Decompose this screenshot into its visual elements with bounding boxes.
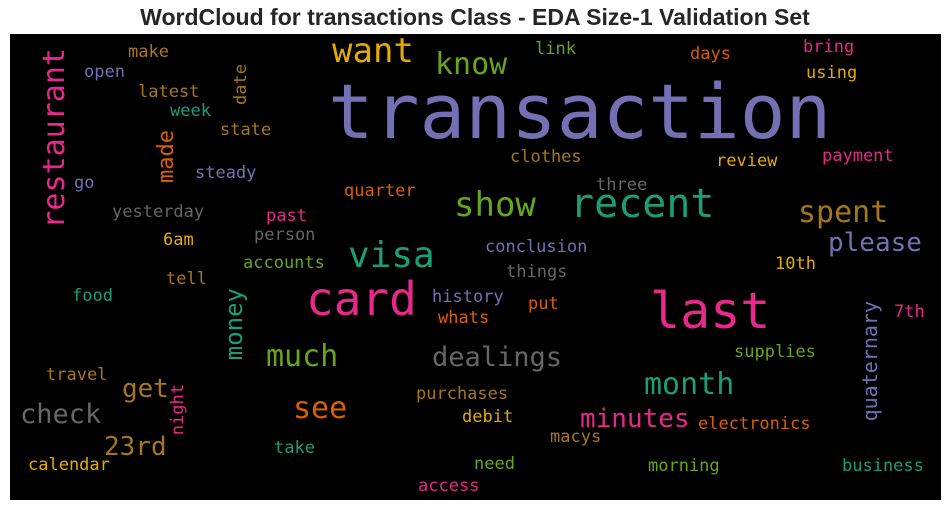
word-steady: steady xyxy=(195,163,257,183)
word-show: show xyxy=(454,185,536,225)
word-person: person xyxy=(254,225,316,245)
word-purchases: purchases xyxy=(416,384,509,404)
word-transaction: transaction xyxy=(328,67,832,156)
word-debit: debit xyxy=(462,407,514,427)
word-date: date xyxy=(231,64,251,105)
word-last: last xyxy=(650,282,771,340)
word-check: check xyxy=(20,399,102,430)
word-night: night xyxy=(168,384,188,436)
word-macys: macys xyxy=(550,427,602,447)
word-three: three xyxy=(596,175,648,195)
word-please: please xyxy=(828,228,922,258)
word-travel: travel xyxy=(46,365,108,385)
word-dealings: dealings xyxy=(432,342,563,373)
word-clothes: clothes xyxy=(510,147,582,167)
word-know: know xyxy=(435,47,508,82)
word-put: put xyxy=(528,294,559,314)
word-need: need xyxy=(474,454,515,474)
word-calendar: calendar xyxy=(28,455,110,475)
word-bring: bring xyxy=(803,37,855,57)
word-get: get xyxy=(122,374,169,404)
word-visa: visa xyxy=(348,235,435,276)
word-yesterday: yesterday xyxy=(112,202,205,222)
word-history: history xyxy=(432,287,504,307)
word-week: week xyxy=(170,101,211,121)
word-10th: 10th xyxy=(775,254,816,274)
word-restaurant: restaurant xyxy=(37,48,72,229)
word-whats: whats xyxy=(438,308,490,328)
word-morning: morning xyxy=(648,456,720,476)
word-accounts: accounts xyxy=(243,253,325,273)
word-tell: tell xyxy=(166,269,207,289)
word-money: money xyxy=(220,288,248,361)
word-food: food xyxy=(72,286,113,306)
word-payment: payment xyxy=(822,146,894,166)
word-electronics: electronics xyxy=(698,414,811,434)
word-made: made xyxy=(154,130,179,183)
word-recent: recent xyxy=(570,181,715,227)
word-minutes: minutes xyxy=(580,404,690,434)
word-card: card xyxy=(306,272,417,326)
word-month: month xyxy=(644,367,735,402)
word-business: business xyxy=(842,456,924,476)
word-latest: latest xyxy=(138,82,200,102)
word-take: take xyxy=(274,438,315,458)
word-link: link xyxy=(535,39,576,59)
chart-title: WordCloud for transactions Class - EDA S… xyxy=(140,4,810,30)
word-conclusion: conclusion xyxy=(485,237,588,257)
word-supplies: supplies xyxy=(734,342,816,362)
word-see: see xyxy=(293,391,348,426)
word-much: much xyxy=(266,339,339,374)
word-go: go xyxy=(74,173,95,193)
word-open: open xyxy=(84,62,125,82)
word-quaternary: quaternary xyxy=(858,301,882,422)
word-quarter: quarter xyxy=(344,181,416,201)
word-using: using xyxy=(806,63,858,83)
word-past: past xyxy=(266,206,307,226)
word-access: access xyxy=(418,476,480,496)
wordcloud-canvas: transaction last card recent want restaurant v… xyxy=(10,34,941,500)
word-state: state xyxy=(220,120,272,140)
word-review: review xyxy=(716,151,778,171)
word-days: days xyxy=(690,44,731,64)
word-6am: 6am xyxy=(163,230,194,250)
word-things: things xyxy=(506,262,568,282)
word-7th: 7th xyxy=(894,302,925,322)
word-want: want xyxy=(332,34,414,71)
word-make: make xyxy=(128,42,169,62)
word-23rd: 23rd xyxy=(104,432,167,462)
word-spent: spent xyxy=(798,195,889,230)
